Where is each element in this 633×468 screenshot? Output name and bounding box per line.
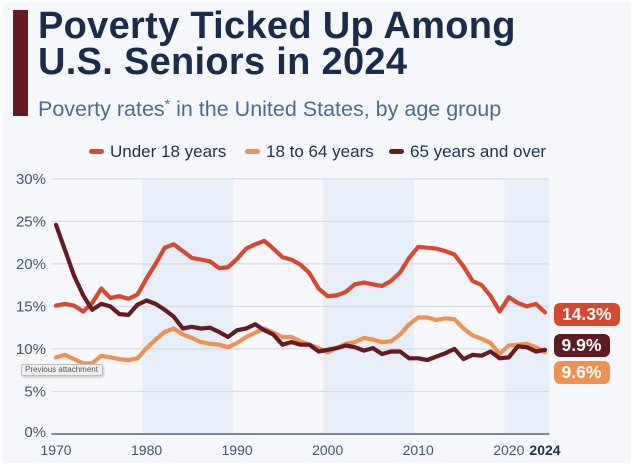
svg-text:0%: 0%: [24, 424, 46, 441]
svg-text:2020: 2020: [493, 442, 524, 458]
svg-text:1970: 1970: [40, 442, 71, 458]
svg-text:10%: 10%: [16, 341, 46, 358]
svg-text:5%: 5%: [24, 384, 46, 401]
svg-text:20%: 20%: [16, 256, 46, 273]
svg-text:15%: 15%: [16, 299, 46, 316]
svg-text:2010: 2010: [403, 442, 434, 458]
svg-text:30%: 30%: [16, 171, 46, 188]
svg-text:1990: 1990: [222, 442, 253, 458]
svg-text:2024: 2024: [529, 442, 560, 458]
svg-text:25%: 25%: [16, 214, 46, 231]
svg-text:1980: 1980: [131, 442, 162, 458]
svg-text:2000: 2000: [312, 442, 343, 458]
